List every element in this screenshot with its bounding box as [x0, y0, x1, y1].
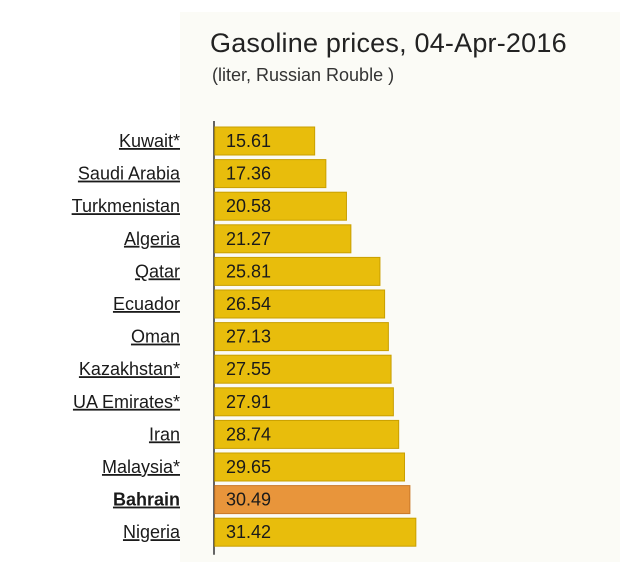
category-label[interactable]: Iran — [149, 424, 180, 444]
value-label: 27.55 — [226, 359, 271, 379]
value-label: 25.81 — [226, 261, 271, 281]
value-label: 17.36 — [226, 164, 271, 184]
category-label[interactable]: Saudi Arabia — [78, 164, 181, 184]
category-label[interactable]: Bahrain — [113, 490, 180, 510]
bar-ecuador — [214, 289, 386, 319]
category-label[interactable]: Kazakhstan* — [79, 359, 180, 379]
value-label: 21.27 — [226, 229, 271, 249]
chart-title: Gasoline prices, 04-Apr-2016 — [210, 28, 567, 58]
category-label[interactable]: Oman — [131, 327, 180, 347]
bar-kazakhstan — [214, 354, 392, 384]
bar-iran — [214, 419, 400, 449]
bar-ua-emirates — [214, 387, 394, 417]
chart-subtitle: (liter, Russian Rouble ) — [212, 65, 395, 85]
value-label: 15.61 — [226, 131, 271, 151]
value-label: 28.74 — [226, 424, 271, 444]
bar-qatar — [214, 256, 381, 286]
value-label: 29.65 — [226, 457, 271, 477]
category-label[interactable]: Turkmenistan — [72, 196, 180, 216]
value-label: 30.49 — [226, 490, 271, 510]
value-label: 31.42 — [226, 522, 271, 542]
value-label: 27.13 — [226, 327, 271, 347]
category-label[interactable]: Ecuador — [113, 294, 180, 314]
bar-saudi-arabia — [214, 159, 327, 189]
category-label[interactable]: UA Emirates* — [73, 392, 180, 412]
category-label[interactable]: Qatar — [135, 261, 180, 281]
bar-malaysia — [214, 452, 406, 482]
value-label: 20.58 — [226, 196, 271, 216]
value-label: 27.91 — [226, 392, 271, 412]
category-label[interactable]: Kuwait* — [119, 131, 180, 151]
bar-bahrain — [214, 485, 411, 515]
bar-oman — [214, 322, 389, 352]
bar-algeria — [214, 224, 352, 254]
bar-nigeria — [214, 517, 417, 547]
value-label: 26.54 — [226, 294, 271, 314]
category-label[interactable]: Malaysia* — [102, 457, 180, 477]
bar-turkmenistan — [214, 191, 347, 221]
category-label[interactable]: Algeria — [124, 229, 181, 249]
bar-kuwait — [214, 126, 316, 156]
category-label[interactable]: Nigeria — [123, 522, 181, 542]
